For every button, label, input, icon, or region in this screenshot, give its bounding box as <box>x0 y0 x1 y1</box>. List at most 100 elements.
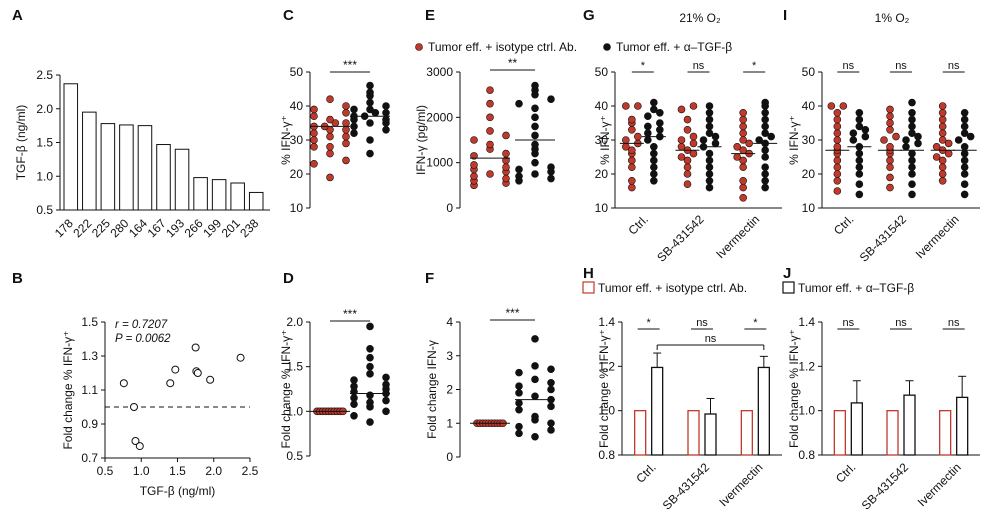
panel-c-point <box>366 136 374 144</box>
panel-c-point <box>326 143 334 151</box>
panel-c-y-tick-label: 10 <box>290 201 304 215</box>
panel-g-point <box>705 183 714 192</box>
panel-c-point <box>310 136 318 144</box>
panel-g-point <box>650 98 658 107</box>
panel-g-point <box>761 163 769 171</box>
panel-h-x-tick-label: Ivermectin <box>716 460 765 509</box>
panel-a-bar <box>100 123 116 211</box>
panel-g-point <box>628 146 636 154</box>
panel-g-point <box>761 153 769 161</box>
panel-c-y-tick-label: 20 <box>290 167 304 181</box>
panel-i-point <box>908 156 916 165</box>
panel-c-y-tick-label: 50 <box>290 65 304 79</box>
panel-i-point <box>833 177 842 185</box>
panel-c-y-axis-label: % IFN-γ⁺ <box>279 115 293 165</box>
panel-g-point <box>761 129 769 137</box>
panel-g-x-tick-label: Ctrl. <box>625 212 650 237</box>
panel-j-bar <box>886 410 899 456</box>
panel-c-point <box>326 149 334 158</box>
panel-f-point <box>531 335 539 343</box>
panel-i-point <box>938 163 947 171</box>
panel-g-point <box>739 156 747 165</box>
panel-j-x-tick-label: Ivermectin <box>915 460 964 509</box>
panel-i-point <box>960 180 969 188</box>
panel-b-point <box>135 442 144 451</box>
panel-i-point <box>908 129 916 137</box>
panel-j-x-tick-label: Ctrl. <box>833 460 858 485</box>
panel-a-bar <box>63 83 79 211</box>
panel-c-point <box>366 98 374 107</box>
panel-i-point <box>855 149 864 158</box>
panel-d-point <box>382 380 390 389</box>
panel-e-point <box>502 163 510 171</box>
panel-i-point <box>944 139 953 148</box>
panel-h-x-tick-label: Ctrl. <box>633 460 658 485</box>
panel-d-point <box>366 344 374 353</box>
panel-b-y-axis-label: Fold change % IFN-γ⁺ <box>61 330 75 449</box>
panel-g-point <box>761 115 769 124</box>
panel-g-point <box>761 177 769 185</box>
panel-i-y-tick-label: 20 <box>802 167 816 181</box>
panel-i-point <box>938 177 947 185</box>
panel-g-point <box>677 143 686 151</box>
panel-i-point <box>886 173 894 182</box>
panel-e-y-tick-label: 2000 <box>426 110 453 124</box>
panel-c-point <box>350 129 358 137</box>
panel-d-point <box>366 398 374 407</box>
panel-i-point <box>855 163 864 171</box>
panel-e-point <box>531 104 539 113</box>
panel-i-point <box>938 136 947 144</box>
panel-d-point <box>366 362 374 371</box>
panel-g-point <box>761 122 769 131</box>
panel-c-point <box>326 173 334 182</box>
panel-i-x-tick-label: SB-431542 <box>857 212 910 265</box>
panel-label-e: E <box>425 7 435 24</box>
panel-f-point <box>531 392 539 401</box>
panel-e-point <box>486 99 494 108</box>
panel-i-point <box>966 132 975 141</box>
panel-b-x-tick-label: 2.5 <box>242 464 259 478</box>
panel-i-point <box>908 170 916 178</box>
panel-c-point <box>342 126 350 134</box>
panel-e-point <box>470 152 478 160</box>
panel-d-point <box>366 353 374 362</box>
panel-c-point <box>342 119 350 127</box>
panel-g-point <box>711 139 720 148</box>
panel-j-significance: ns <box>948 317 960 329</box>
panel-label-g: G <box>583 7 595 24</box>
panel-i-point <box>855 190 864 199</box>
panel-h-y-tick-label: 1.0 <box>598 404 615 418</box>
panel-g-point <box>705 102 714 110</box>
panel-i-point <box>938 129 947 137</box>
panel-i-point <box>954 136 963 144</box>
panel-e-point <box>531 170 539 178</box>
panel-g-point <box>628 115 636 124</box>
panel-b-x-tick-label: 1.0 <box>133 464 150 478</box>
panel-f-point <box>515 368 523 377</box>
panel-a-bar <box>193 177 208 211</box>
legend-bottom-left-label: Tumor eff. + isotype ctrl. Ab. <box>598 281 747 295</box>
panel-i-significance: ns <box>948 60 960 72</box>
panel-i-point <box>886 126 894 134</box>
panel-g-point <box>745 139 753 148</box>
panel-g-point <box>628 126 636 134</box>
panel-j-y-tick-label: 1.4 <box>798 315 815 329</box>
panel-h-cross-significance: ns <box>705 333 717 345</box>
panel-e-point <box>502 174 510 183</box>
panel-f-point <box>547 365 555 374</box>
panel-j-significance: ns <box>843 317 855 329</box>
panel-i-point <box>827 102 836 110</box>
panel-g-point <box>739 163 747 171</box>
panel-d-point <box>350 411 358 420</box>
panel-i-point <box>908 163 916 171</box>
panel-i-point <box>932 143 941 151</box>
panel-i-point <box>914 139 922 148</box>
panel-e-point <box>531 122 539 131</box>
panel-e-point <box>486 113 494 122</box>
panel-g-point <box>705 109 714 117</box>
panel-f-point <box>515 405 523 414</box>
panel-h-y-tick-label: 1.2 <box>598 359 615 373</box>
panel-j-y-tick-label: 0.8 <box>798 448 815 462</box>
panel-i-point <box>849 129 858 137</box>
panel-label-j: J <box>783 265 791 282</box>
